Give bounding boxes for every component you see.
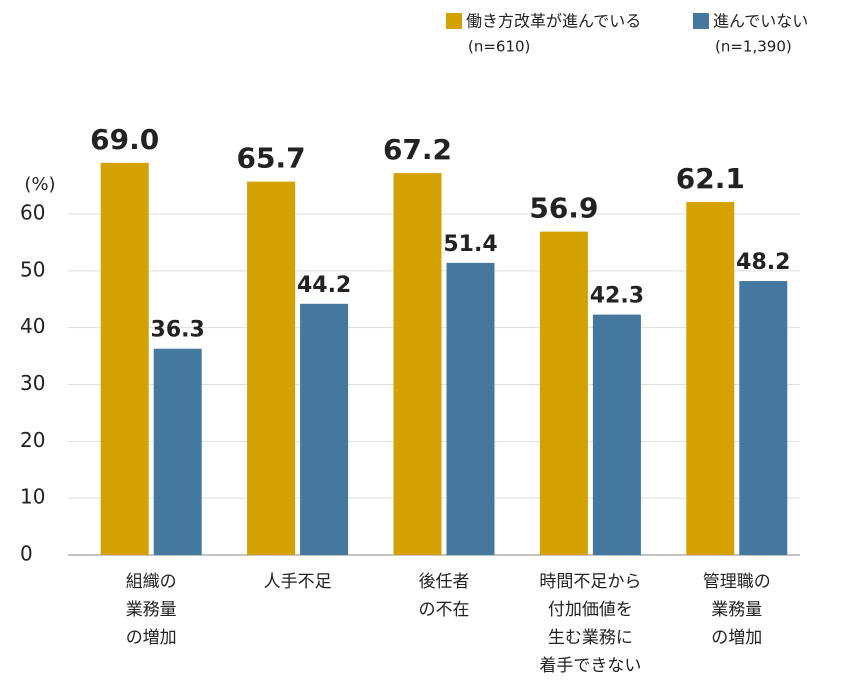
legend-sample: (n=1,390) bbox=[715, 38, 792, 56]
value-label: 51.4 bbox=[443, 232, 497, 257]
bar bbox=[153, 348, 202, 555]
bar bbox=[592, 314, 641, 555]
y-tick-label: 20 bbox=[20, 428, 45, 452]
value-label: 48.2 bbox=[736, 250, 790, 275]
value-label: 42.3 bbox=[590, 284, 644, 309]
value-label: 56.9 bbox=[529, 192, 598, 225]
bar bbox=[393, 173, 442, 555]
value-label: 65.7 bbox=[237, 142, 306, 175]
x-tick-line: 組織の bbox=[126, 572, 177, 592]
x-tick-line: 業務量 bbox=[711, 600, 762, 620]
y-tick-label: 30 bbox=[20, 371, 45, 395]
x-tick-label: 人手不足 bbox=[264, 572, 332, 592]
x-tick-line: 生む業務に bbox=[548, 628, 633, 648]
x-tick-line: 着手できない bbox=[539, 656, 641, 676]
x-tick-line: 後任者 bbox=[419, 572, 470, 592]
legend-label: 進んでいない bbox=[713, 12, 808, 31]
x-tick-line: 管理職の bbox=[703, 572, 771, 592]
bar bbox=[446, 262, 495, 555]
x-tick-line: の増加 bbox=[126, 628, 177, 648]
value-label: 69.0 bbox=[90, 123, 159, 156]
x-tick-line: 付加価値を bbox=[548, 600, 633, 620]
value-label: 67.2 bbox=[383, 133, 452, 166]
x-tick-line: 人手不足 bbox=[264, 572, 332, 592]
x-tick-line: の不在 bbox=[419, 600, 470, 620]
x-tick-line: の増加 bbox=[711, 628, 762, 648]
value-label: 44.2 bbox=[297, 273, 351, 298]
x-tick-label: 管理職の業務量の増加 bbox=[703, 572, 771, 648]
y-tick-label: 50 bbox=[20, 257, 45, 281]
bar bbox=[539, 231, 588, 555]
x-tick-label: 時間不足から付加価値を生む業務に着手できない bbox=[539, 572, 641, 676]
y-tick-label: 60 bbox=[20, 201, 45, 225]
x-tick-label: 後任者の不在 bbox=[419, 572, 470, 620]
bar bbox=[686, 202, 735, 555]
x-tick-line: 時間不足から bbox=[539, 572, 641, 592]
bar bbox=[100, 162, 149, 555]
bar bbox=[300, 303, 349, 555]
legend-label: 働き方改革が進んでいる bbox=[466, 12, 641, 31]
unit-label: (%) bbox=[24, 174, 55, 195]
y-tick-label: 0 bbox=[20, 542, 33, 566]
value-label: 36.3 bbox=[151, 318, 205, 343]
value-label: 62.1 bbox=[676, 162, 745, 195]
legend-swatch bbox=[446, 13, 462, 29]
legend-sample: (n=610) bbox=[468, 38, 530, 56]
y-tick-label: 40 bbox=[20, 314, 45, 338]
y-tick-label: 10 bbox=[20, 485, 45, 509]
x-tick-line: 業務量 bbox=[126, 600, 177, 620]
legend-swatch bbox=[693, 13, 709, 29]
bar bbox=[247, 181, 296, 556]
x-tick-label: 組織の業務量の増加 bbox=[126, 572, 177, 648]
bar bbox=[739, 281, 788, 555]
